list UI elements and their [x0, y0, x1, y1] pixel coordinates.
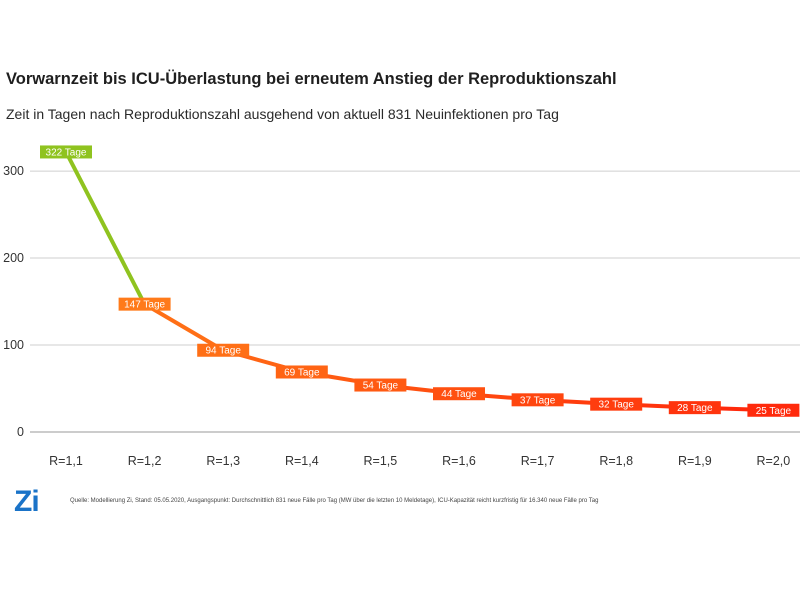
data-label: 147 Tage [124, 300, 165, 311]
x-tick-label: R=1,7 [521, 454, 555, 468]
series-line-segment [64, 149, 147, 307]
data-label: 44 Tage [441, 389, 477, 400]
y-tick-label: 100 [3, 338, 24, 352]
data-point-marker [197, 343, 250, 357]
x-tick-label: R=1,9 [678, 454, 712, 468]
data-label: 28 Tage [677, 403, 713, 414]
data-point-marker [747, 403, 800, 417]
x-tick-label: R=2,0 [757, 454, 791, 468]
chart-subtitle: Zeit in Tagen nach Reproduktionszahl aus… [6, 106, 559, 122]
data-point-marker [354, 378, 407, 392]
data-label: 32 Tage [598, 400, 634, 411]
x-tick-label: R=1,3 [206, 454, 240, 468]
zi-logo: Zi [14, 485, 40, 518]
data-point-marker [118, 297, 171, 311]
series-line-segment [142, 302, 226, 353]
data-label: 25 Tage [756, 406, 792, 417]
x-tick-label: R=1,8 [599, 454, 633, 468]
x-tick-label: R=1,4 [285, 454, 319, 468]
x-tick-label: R=1,2 [128, 454, 162, 468]
data-label: 37 Tage [520, 395, 556, 406]
x-tick-label: R=1,6 [442, 454, 476, 468]
data-label: 54 Tage [363, 381, 399, 392]
data-point-marker [590, 397, 643, 411]
data-label: 322 Tage [46, 147, 87, 158]
y-tick-label: 0 [17, 425, 24, 439]
x-tick-label: R=1,1 [49, 454, 83, 468]
x-tick-label: R=1,5 [364, 454, 398, 468]
source-note: Quelle: Modellierung Zi, Stand: 05.05.20… [70, 498, 599, 504]
chart-title: Vorwarnzeit bis ICU-Überlastung bei erne… [6, 70, 617, 88]
data-point-marker [275, 365, 328, 379]
data-point-marker [511, 393, 564, 407]
data-point-marker [668, 401, 721, 415]
y-tick-label: 300 [3, 164, 24, 178]
data-label: 94 Tage [205, 346, 241, 357]
data-label: 69 Tage [284, 367, 320, 378]
data-point-marker [40, 145, 92, 159]
data-point-marker [433, 387, 485, 401]
y-tick-label: 200 [3, 251, 24, 265]
